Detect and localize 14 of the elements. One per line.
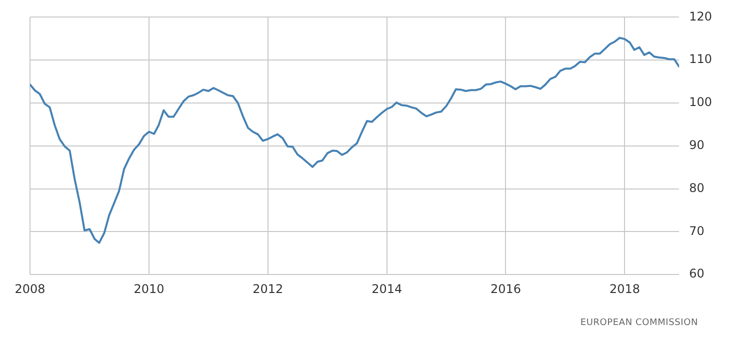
- y-tick-label: 60: [689, 266, 704, 281]
- y-tick-label: 70: [689, 224, 704, 238]
- x-tick-label: 2014: [372, 282, 402, 296]
- x-tick-label: 2010: [134, 282, 164, 296]
- x-tick-label: 2016: [490, 282, 521, 296]
- x-tick-label: 2008: [14, 282, 46, 296]
- x-tick-label: 2018: [609, 282, 640, 296]
- text: EUROPEAN COMMISSION: [580, 318, 698, 328]
- x-tick-label: 2012: [252, 282, 284, 296]
- y-tick-label: 120: [689, 9, 712, 24]
- y-tick-label: 90: [689, 138, 704, 152]
- y-tick-label: 80: [689, 180, 704, 195]
- y-tick-label: 100: [689, 95, 712, 110]
- y-tick-label: 110: [689, 52, 712, 66]
